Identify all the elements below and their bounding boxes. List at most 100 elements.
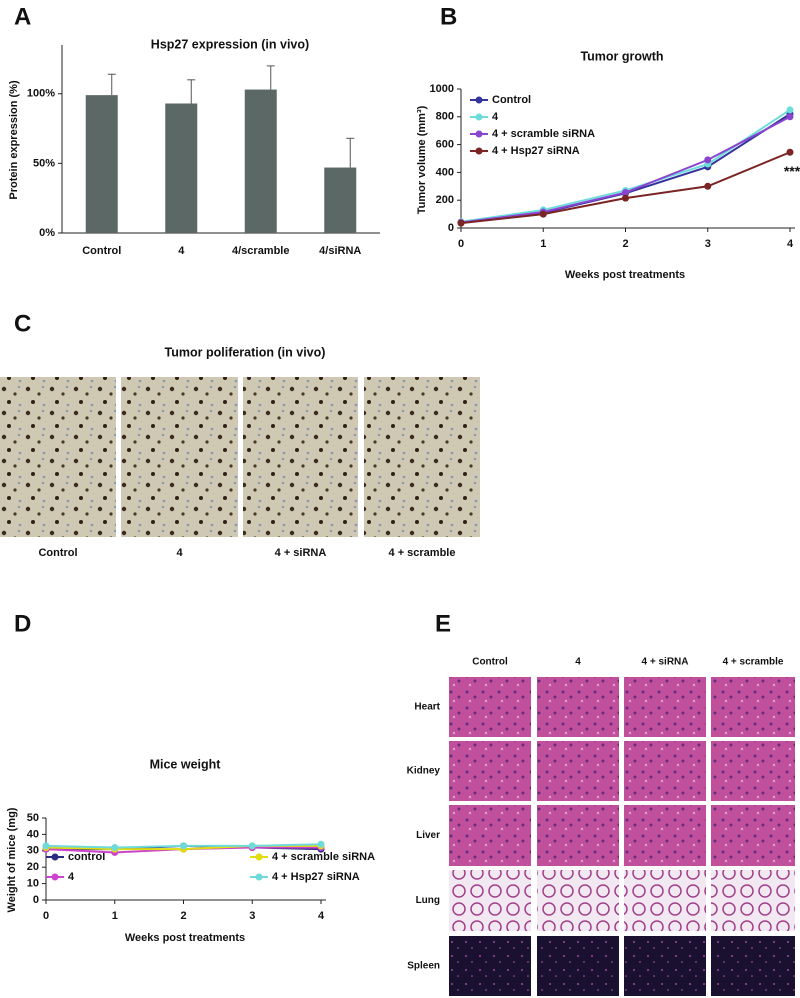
y-axis-label: Weight of mice (mg) xyxy=(6,807,18,912)
legend-label: 4 xyxy=(492,111,499,123)
point xyxy=(786,148,794,156)
legend-label: 4 + scramble siRNA xyxy=(272,851,375,863)
x-tick-label: 4 xyxy=(787,238,794,250)
legend-marker xyxy=(255,873,263,881)
micrograph xyxy=(537,936,619,996)
bar xyxy=(165,103,198,233)
y-tick-label: 50% xyxy=(33,157,55,169)
column-label: 4 xyxy=(575,657,581,668)
y-tick-label: 400 xyxy=(436,166,454,178)
x-tick-label: 3 xyxy=(249,910,255,922)
y-tick-label: 1000 xyxy=(430,83,454,95)
legend-marker xyxy=(475,113,483,121)
panel-letter: B xyxy=(440,3,457,30)
y-axis-label: Protein expression (%) xyxy=(8,80,20,200)
micrograph xyxy=(711,741,795,801)
micrograph xyxy=(711,805,795,866)
micrograph xyxy=(624,741,706,801)
legend-label: 4 + Hsp27 siRNA xyxy=(492,145,580,157)
micrograph xyxy=(624,936,706,996)
x-tick-label: 4/siRNA xyxy=(319,245,361,257)
series-line xyxy=(460,109,791,223)
row-label: Heart xyxy=(414,702,440,713)
chart-title: Mice weight xyxy=(150,757,222,771)
column-label: 4 + scramble xyxy=(723,657,784,668)
y-tick-label: 600 xyxy=(436,139,454,151)
point xyxy=(317,840,325,848)
panel-letter: A xyxy=(14,3,31,30)
y-tick-label: 20 xyxy=(27,861,39,873)
point xyxy=(539,210,547,218)
annotation: *** xyxy=(784,163,800,179)
point xyxy=(457,219,465,227)
y-tick-label: 0% xyxy=(39,227,55,239)
x-tick-label: 1 xyxy=(540,238,546,250)
micrograph xyxy=(711,870,795,931)
point xyxy=(42,842,50,850)
point xyxy=(786,113,794,121)
panel-letter: C xyxy=(14,310,31,337)
micrograph xyxy=(364,377,480,537)
legend-marker xyxy=(475,147,483,155)
y-tick-label: 100% xyxy=(27,88,55,100)
row-label: Lung xyxy=(416,895,440,906)
point xyxy=(704,182,712,190)
micrograph xyxy=(537,741,619,801)
y-tick-label: 800 xyxy=(436,111,454,123)
micrograph xyxy=(0,377,116,537)
image-label: 4 + scramble xyxy=(389,547,456,559)
micrograph xyxy=(537,805,619,866)
x-tick-label: 0 xyxy=(43,910,49,922)
image-label: Control xyxy=(38,547,77,559)
micrograph xyxy=(537,677,619,737)
legend-label: Control xyxy=(492,94,531,106)
chart-title: Hsp27 expression (in vivo) xyxy=(151,37,309,51)
micrograph xyxy=(449,741,531,801)
micrograph xyxy=(121,377,238,537)
bar xyxy=(244,89,277,234)
x-tick-label: 4 xyxy=(178,245,185,257)
legend-marker xyxy=(255,853,263,861)
panel-title: Tumor poliferation (in vivo) xyxy=(165,345,326,359)
micrograph xyxy=(449,936,531,996)
point xyxy=(622,189,629,197)
x-tick-label: 0 xyxy=(458,238,464,250)
micrograph xyxy=(624,805,706,866)
point xyxy=(180,842,187,850)
x-tick-label: 2 xyxy=(180,910,186,922)
panel-letter: E xyxy=(435,610,451,637)
micrograph xyxy=(711,677,795,737)
y-tick-label: 50 xyxy=(27,812,39,824)
micrograph xyxy=(537,870,619,931)
point xyxy=(704,156,712,164)
legend-marker xyxy=(51,873,59,881)
row-label: Spleen xyxy=(407,961,440,972)
image-label: 4 + siRNA xyxy=(275,547,327,559)
row-label: Liver xyxy=(416,830,440,841)
micrograph xyxy=(449,677,531,737)
y-tick-label: 10 xyxy=(27,878,39,890)
x-tick-label: 1 xyxy=(112,910,118,922)
point xyxy=(248,842,256,850)
column-label: 4 + siRNA xyxy=(642,657,689,668)
x-tick-label: Control xyxy=(82,245,121,257)
x-axis-label: Weeks post treatments xyxy=(125,932,245,944)
bar xyxy=(324,167,357,233)
legend-marker xyxy=(475,130,483,138)
micrograph xyxy=(449,805,531,866)
x-tick-label: 4 xyxy=(318,910,325,922)
point xyxy=(111,844,119,852)
micrograph xyxy=(449,870,531,931)
column-label: Control xyxy=(472,657,508,668)
micrograph xyxy=(624,870,706,931)
y-tick-label: 30 xyxy=(27,845,39,857)
legend-marker xyxy=(475,96,483,104)
legend-marker xyxy=(51,853,59,861)
micrograph xyxy=(243,377,358,537)
row-label: Kidney xyxy=(407,766,441,777)
y-tick-label: 0 xyxy=(448,222,454,234)
micrograph xyxy=(624,677,706,737)
legend-label: 4 + scramble siRNA xyxy=(492,128,595,140)
legend-label: 4 + Hsp27 siRNA xyxy=(272,871,360,883)
